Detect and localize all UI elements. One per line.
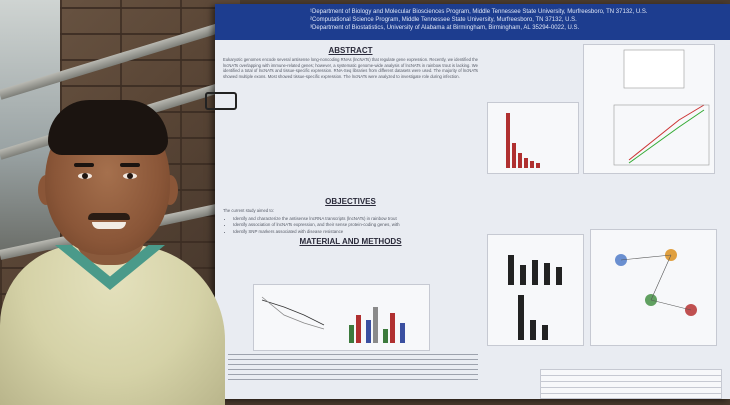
affiliation-3: ³Department of Biostatistics, University… bbox=[310, 25, 580, 31]
sweater bbox=[0, 245, 225, 405]
poster-header: ¹Department of Biology and Molecular Bio… bbox=[215, 4, 730, 40]
methods-caption bbox=[228, 354, 478, 384]
bar-chart-figure bbox=[506, 113, 540, 168]
results-table bbox=[540, 369, 722, 399]
results-figure-1 bbox=[487, 102, 579, 174]
abstract-text: Eukaryotic genomes encode several antise… bbox=[223, 57, 478, 79]
eyebrow bbox=[74, 163, 94, 167]
eye bbox=[123, 173, 137, 179]
smile bbox=[92, 222, 126, 229]
abstract-title: ABSTRACT bbox=[328, 46, 373, 55]
hair bbox=[48, 100, 168, 155]
results-figure-3 bbox=[487, 234, 584, 346]
affiliation-1: ¹Department of Biology and Molecular Bio… bbox=[310, 9, 648, 15]
network-figure bbox=[613, 49, 710, 166]
methods-title: MATERIAL AND METHODS bbox=[299, 237, 402, 247]
line-and-bar-figure bbox=[261, 296, 405, 343]
person bbox=[0, 95, 230, 405]
results-figure-2 bbox=[583, 44, 715, 174]
objectives-list: Identify and characterize the antisense … bbox=[233, 216, 478, 236]
objective-item: Identify SNP markers associated with dis… bbox=[233, 229, 478, 236]
binder-clip bbox=[205, 92, 237, 110]
research-poster: ¹Department of Biology and Molecular Bio… bbox=[215, 4, 730, 399]
objective-item: Identify association of lncNATs expressi… bbox=[233, 222, 478, 229]
poster-right-column: RESULTS bbox=[485, 44, 725, 399]
bar-chart-figure bbox=[508, 255, 562, 340]
mustache bbox=[88, 213, 130, 220]
eye bbox=[78, 173, 92, 179]
results-pathway-diagram bbox=[590, 229, 717, 346]
objectives-intro: The current study aimed to: bbox=[223, 208, 274, 213]
objectives-title: OBJECTIVES bbox=[325, 197, 376, 206]
affiliation-2: ²Computational Science Program, Middle T… bbox=[310, 17, 577, 23]
objective-item: Identify and characterize the antisense … bbox=[233, 216, 478, 223]
eyebrow bbox=[120, 163, 140, 167]
methods-chart bbox=[253, 284, 430, 351]
poster-left-column: ABSTRACT Eukaryotic genomes encode sever… bbox=[223, 44, 478, 384]
pathway-figure bbox=[615, 249, 697, 316]
